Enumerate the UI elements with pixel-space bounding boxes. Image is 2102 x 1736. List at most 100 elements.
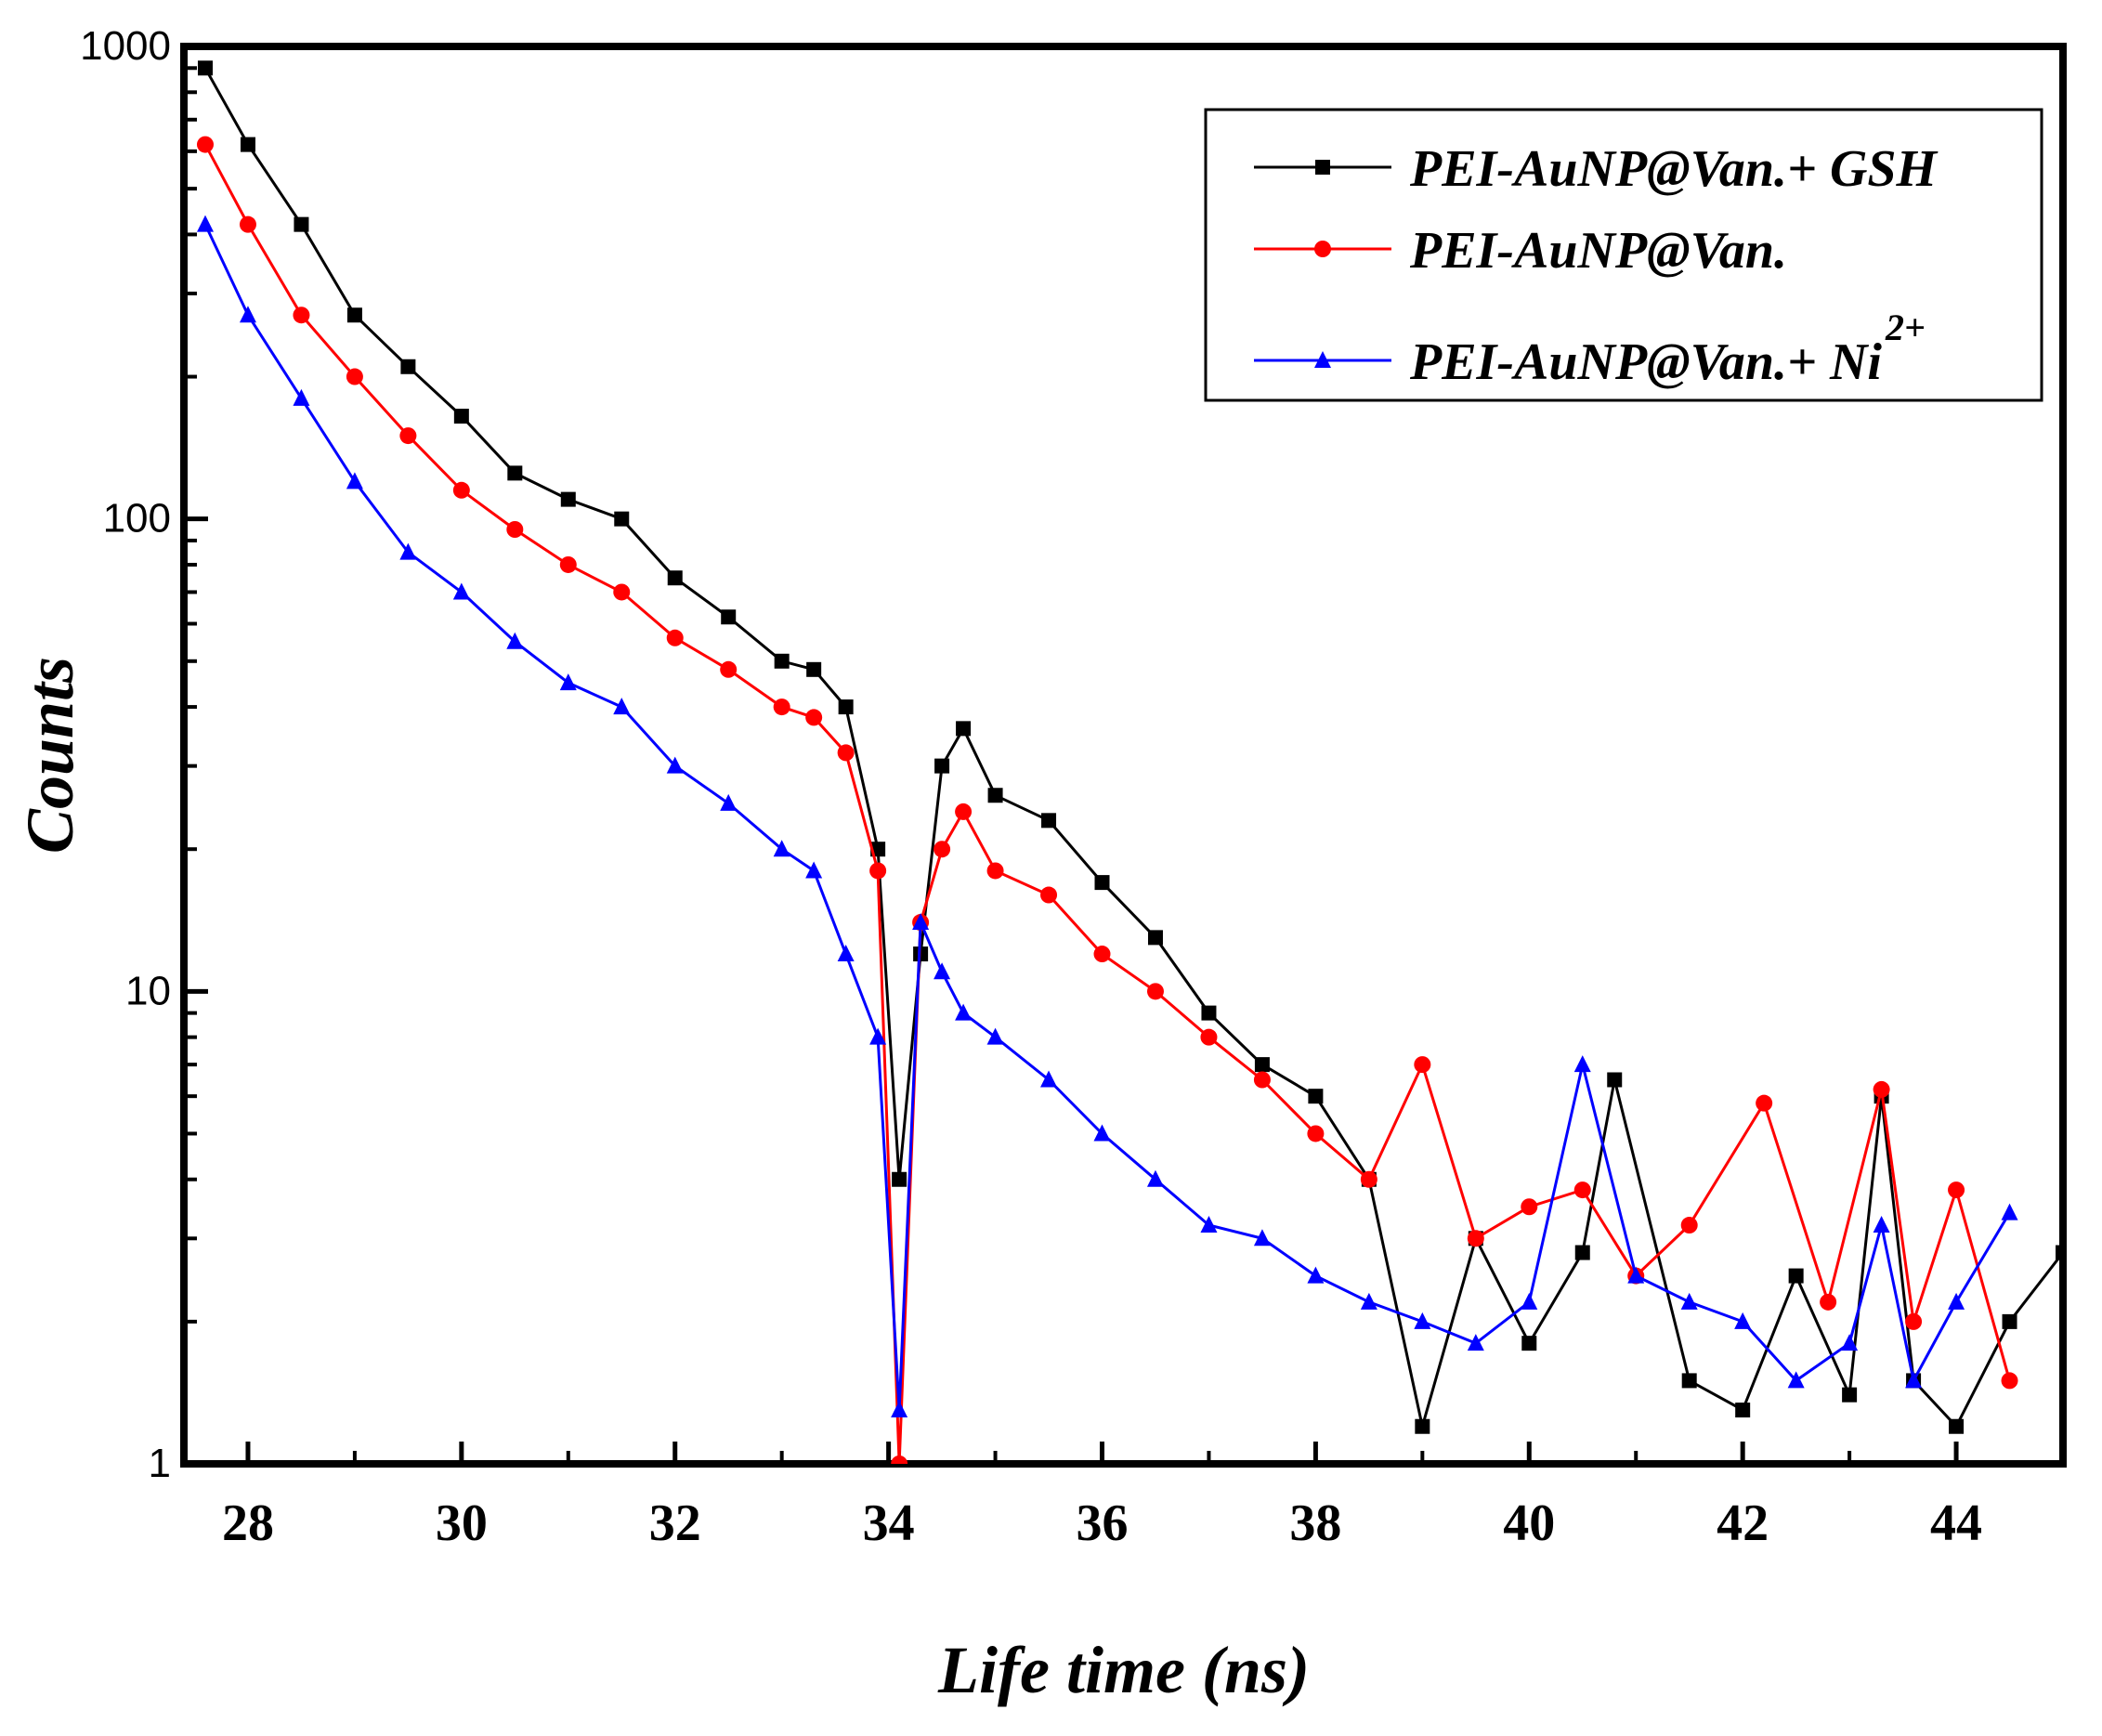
legend-superscript: 2+	[1885, 307, 1926, 348]
x-tick-label: 28	[222, 1495, 274, 1552]
data-point	[1680, 1292, 1698, 1310]
y-tick-label: 100	[103, 496, 171, 542]
data-point	[1253, 1229, 1271, 1247]
data-point	[453, 409, 469, 424]
data-point	[239, 306, 256, 323]
data-point	[2056, 1245, 2063, 1260]
data-point	[1788, 1268, 1804, 1284]
data-point	[1949, 1418, 1965, 1434]
data-point	[1467, 1334, 1484, 1351]
data-point	[1094, 875, 1110, 891]
data-point	[506, 632, 524, 649]
legend: PEI-AuNP@Van.+ GSH PEI-AuNP@Van. PEI-AuNP@…	[1204, 108, 2043, 402]
data-point	[1041, 813, 1057, 829]
series-layer	[196, 60, 2063, 1464]
data-point	[399, 542, 417, 560]
data-point	[1360, 1170, 1377, 1188]
data-point	[1948, 1181, 1965, 1199]
data-point	[400, 359, 416, 374]
data-point	[1573, 1055, 1591, 1073]
data-point	[506, 520, 524, 538]
data-point	[666, 756, 684, 774]
series-triangle	[196, 215, 2018, 1418]
data-point	[666, 629, 684, 646]
x-tick-label: 34	[863, 1495, 915, 1552]
data-point	[987, 788, 1003, 803]
data-point	[1414, 1056, 1431, 1074]
x-tick-label: 44	[1930, 1495, 1982, 1552]
data-point	[196, 215, 214, 232]
x-axis-ticks: 28 30 32 34 36 38 40 42 44	[222, 1442, 2065, 1552]
data-point	[892, 1171, 907, 1187]
data-point	[1253, 1071, 1271, 1089]
data-point	[1627, 1266, 1645, 1284]
data-point	[1360, 1292, 1377, 1310]
data-point	[955, 803, 973, 820]
data-point	[293, 388, 310, 406]
data-point	[1873, 1216, 1890, 1233]
y-tick-label: 1	[149, 1441, 171, 1486]
data-point	[773, 840, 790, 857]
data-point	[1093, 946, 1111, 963]
data-point	[1201, 1005, 1217, 1021]
data-point	[293, 307, 310, 324]
x-tick-label: 36	[1077, 1495, 1129, 1552]
data-point	[805, 709, 823, 726]
data-point	[1905, 1371, 1923, 1389]
data-point	[1200, 1216, 1218, 1233]
data-point	[1467, 1230, 1484, 1247]
data-point	[239, 215, 256, 233]
data-point	[773, 698, 790, 716]
data-point	[837, 744, 855, 762]
x-tick-label: 42	[1717, 1495, 1769, 1552]
data-point	[986, 1027, 1004, 1045]
data-point	[1307, 1266, 1325, 1284]
data-point	[240, 137, 255, 152]
data-point	[196, 136, 214, 153]
x-tick-label: 30	[436, 1495, 488, 1552]
series-square	[197, 60, 2063, 1434]
legend-marker	[1314, 351, 1331, 368]
data-point	[1254, 1057, 1270, 1073]
data-point	[837, 945, 855, 962]
data-point	[2002, 1313, 2017, 1329]
data-point	[933, 962, 951, 980]
legend-label: PEI-AuNP@Van.+ GSH	[1409, 140, 1939, 198]
y-tick-label: 10	[125, 968, 171, 1013]
y-axis-title: Counts	[13, 657, 87, 854]
data-point	[1873, 1080, 1890, 1098]
data-point	[1146, 1169, 1164, 1187]
data-point	[1521, 1336, 1537, 1351]
data-point	[614, 511, 630, 527]
data-point	[1842, 1387, 1858, 1403]
data-point	[346, 307, 362, 323]
data-point	[891, 1455, 908, 1464]
data-point	[1734, 1312, 1752, 1329]
data-point	[721, 609, 737, 625]
data-point	[1756, 1094, 1773, 1112]
series-line	[203, 223, 2011, 1411]
data-point	[1607, 1072, 1623, 1088]
legend-marker	[1315, 160, 1330, 175]
data-point	[1200, 1028, 1218, 1046]
x-tick-label: 32	[649, 1495, 701, 1552]
data-point	[986, 862, 1004, 880]
data-point	[1414, 1312, 1431, 1329]
data-point	[806, 661, 822, 677]
legend-label: PEI-AuNP@Van.	[1409, 222, 1787, 280]
data-point	[912, 913, 930, 931]
data-point	[1735, 1403, 1751, 1418]
data-point	[1307, 1125, 1325, 1142]
data-point	[2001, 1372, 2018, 1390]
y-axis-ticks: 1 10 100 1000	[80, 23, 208, 1486]
data-point	[197, 60, 213, 76]
data-point	[1147, 930, 1163, 946]
data-point	[869, 862, 887, 880]
data-point	[1521, 1198, 1538, 1216]
x-tick-label: 38	[1289, 1495, 1341, 1552]
data-point	[1146, 983, 1164, 1000]
data-point	[613, 698, 631, 715]
data-point	[399, 427, 417, 445]
data-point	[2001, 1203, 2018, 1220]
